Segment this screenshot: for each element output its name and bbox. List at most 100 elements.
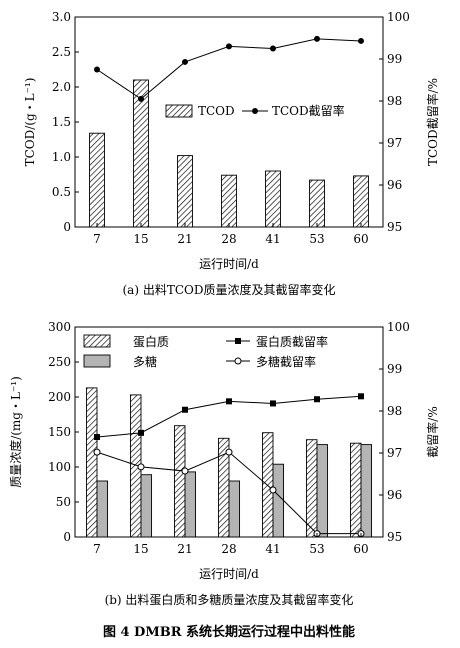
y-tick-label: 0.5 <box>52 185 71 199</box>
y-tick-label: 250 <box>48 355 71 369</box>
bar-gray <box>316 444 329 538</box>
data-point <box>182 406 188 413</box>
panel-b-x-axis-label: 运行时间/d <box>199 567 259 581</box>
legend-label-protein-rate: 蛋白质截留率 <box>256 334 328 349</box>
data-point <box>358 393 364 400</box>
data-point <box>226 398 232 405</box>
y2-tick-label: 98 <box>387 94 402 108</box>
x-tick-label: 53 <box>309 542 324 556</box>
y2-tick-label: 95 <box>387 530 402 544</box>
x-tick-label: 21 <box>177 232 192 246</box>
y-tick-label: 2.5 <box>52 45 71 59</box>
legend-label-tcod-rate: TCOD截留率 <box>272 103 345 118</box>
x-tick-label: 28 <box>221 232 236 246</box>
y-tick-label: 300 <box>48 320 71 334</box>
panel-a-lines <box>94 35 364 102</box>
legend-marker-protein-rate <box>235 338 241 344</box>
y2-tick-label: 98 <box>387 404 402 418</box>
x-tick-label: 21 <box>177 542 192 556</box>
bar-hatched <box>349 442 362 538</box>
data-point <box>270 400 276 407</box>
y-tick-label: 1.5 <box>52 115 71 129</box>
bar-hatched <box>265 170 281 228</box>
panel-a-legend: TCOD TCOD截留率 <box>165 103 345 118</box>
y-tick-label: 50 <box>56 495 71 509</box>
data-point <box>94 434 100 441</box>
x-tick-label: 60 <box>353 232 368 246</box>
data-point <box>138 95 144 102</box>
data-point <box>226 43 232 50</box>
data-point <box>137 463 145 471</box>
legend-label-tcod: TCOD <box>198 104 235 118</box>
bar-gray <box>272 463 285 538</box>
x-tick-label: 15 <box>133 542 148 556</box>
panel-a-chart: 0 0.5 1.0 1.5 2.0 2.5 3.0 95 96 97 98 99 100 7 15 21 28 4… <box>23 10 440 297</box>
data-point <box>94 66 100 73</box>
x-tick-label: 15 <box>133 232 148 246</box>
panel-a-y2-axis-label: TCOD截留率/% <box>425 78 440 166</box>
panel-b-ticks: 0 50 100 150 200 250 300 95 96 97 98 99 100 7 15 21 28 41… <box>48 320 410 556</box>
bar-hatched <box>305 439 318 538</box>
bar-hatched <box>221 174 237 228</box>
bar-hatched <box>309 179 325 228</box>
figure-title: 图 4 DMBR 系统长期运行过程中出料性能 <box>103 624 355 640</box>
panel-a-y-axis-label: TCOD/(g・L⁻¹) <box>23 78 37 167</box>
data-point <box>225 448 233 456</box>
bar-gray <box>228 480 241 538</box>
y2-tick-label: 96 <box>387 488 402 502</box>
legend-marker-tcod-rate <box>252 108 258 114</box>
y-tick-label: 200 <box>48 390 71 404</box>
legend-swatch-tcod <box>165 104 193 118</box>
panel-b-y2-axis-label: 截留率/% <box>425 406 440 457</box>
y2-tick-label: 97 <box>387 136 402 150</box>
y2-tick-label: 96 <box>387 178 402 192</box>
y2-tick-label: 95 <box>387 220 402 234</box>
y2-tick-label: 97 <box>387 446 402 460</box>
x-tick-label: 41 <box>265 542 280 556</box>
bar-gray <box>140 474 153 538</box>
legend-swatch-protein <box>83 334 111 348</box>
legend-swatch-polysaccharide <box>83 354 111 368</box>
bar-hatched <box>353 175 369 228</box>
panel-b-legend: 蛋白质 多糖 蛋白质截留率 多糖截留率 <box>83 334 328 369</box>
y2-tick-label: 99 <box>387 52 402 66</box>
data-point <box>270 45 276 52</box>
y-tick-label: 1.0 <box>52 150 71 164</box>
x-tick-label: 60 <box>353 542 368 556</box>
y-tick-label: 150 <box>48 425 71 439</box>
legend-label-protein: 蛋白质 <box>133 334 169 349</box>
bar-gray <box>96 480 109 538</box>
y-tick-label: 0 <box>63 220 71 234</box>
panel-b-caption: (b) 出料蛋白质和多糖质量浓度及其截留率变化 <box>105 592 354 607</box>
y-tick-label: 100 <box>48 460 71 474</box>
x-tick-label: 41 <box>265 232 280 246</box>
panel-b-chart: 0 50 100 150 200 250 300 95 96 97 98 99 100 7 15 21 28 41… <box>8 320 440 607</box>
bar-hatched <box>89 132 105 228</box>
bar-hatched <box>173 425 186 538</box>
data-point <box>182 58 188 65</box>
panel-a-ticks: 0 0.5 1.0 1.5 2.0 2.5 3.0 95 96 97 98 99 100 7 15 21 28 4… <box>52 10 410 246</box>
x-tick-label: 7 <box>93 232 101 246</box>
x-tick-label: 7 <box>93 542 101 556</box>
data-point <box>314 35 320 42</box>
data-point <box>181 467 189 475</box>
bar-hatched <box>133 79 149 228</box>
panel-a-caption: (a) 出料TCOD质量浓度及其截留率变化 <box>123 282 336 297</box>
x-tick-label: 53 <box>309 232 324 246</box>
bar-hatched <box>85 387 98 538</box>
data-point <box>93 448 101 456</box>
panel-b-y-axis-label: 质量浓度/(mg・L⁻¹) <box>8 376 23 488</box>
legend-label-polysaccharide-rate: 多糖截留率 <box>256 354 316 369</box>
legend-label-polysaccharide: 多糖 <box>133 354 157 369</box>
y2-tick-label: 99 <box>387 362 402 376</box>
panel-a-x-axis-label: 运行时间/d <box>199 257 259 271</box>
legend-marker-polysaccharide-rate <box>234 357 242 365</box>
data-point <box>358 37 364 44</box>
bar-gray <box>184 471 197 538</box>
y-tick-label: 2.0 <box>52 80 71 94</box>
panel-a-bars <box>89 79 369 228</box>
data-point <box>269 486 277 494</box>
bar-gray <box>360 444 373 538</box>
x-tick-label: 28 <box>221 542 236 556</box>
